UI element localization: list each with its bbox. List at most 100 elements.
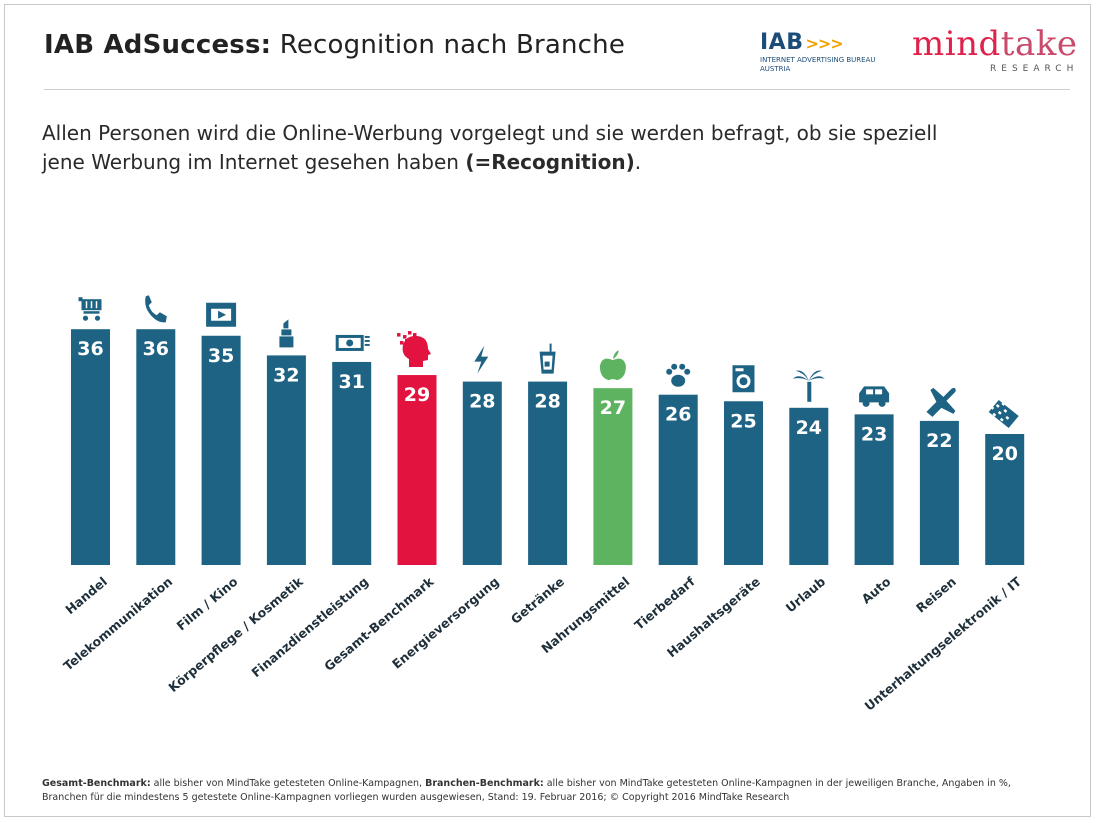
drink-icon-part xyxy=(544,361,550,367)
category-label: Reisen xyxy=(913,574,959,616)
iab-logo-word: IAB xyxy=(760,30,804,55)
paw-icon-part xyxy=(671,363,678,370)
head-icon-part xyxy=(403,335,407,339)
keyboard-icon-part xyxy=(990,405,995,410)
lipstick-icon-part xyxy=(281,329,292,336)
plane-icon-part xyxy=(926,387,956,417)
apple-icon-part xyxy=(599,358,626,381)
bar xyxy=(201,335,241,565)
category-label: Gesamt-Benchmark xyxy=(321,573,437,674)
paw-icon-part xyxy=(679,363,686,370)
head-icon xyxy=(397,331,431,368)
bar xyxy=(136,329,176,565)
head-icon-part xyxy=(413,333,417,337)
bar xyxy=(397,375,437,565)
palm-icon-part xyxy=(808,376,825,381)
bar-value-label: 28 xyxy=(534,391,560,413)
bar xyxy=(985,434,1025,565)
paw-icon-part xyxy=(684,368,691,375)
car-icon-part xyxy=(862,399,870,407)
bar-value-label: 26 xyxy=(665,404,691,426)
bar xyxy=(789,407,829,565)
keyboard-icon-part xyxy=(997,410,1002,415)
bar-value-label: 28 xyxy=(469,391,495,413)
bar-value-label: 32 xyxy=(273,364,299,386)
plane-icon xyxy=(926,387,956,417)
phone-icon xyxy=(145,295,167,323)
iab-logo: IAB >>> INTERNET ADVERTISING BUREAU AUSTR… xyxy=(760,30,900,88)
keyboard-icon-part xyxy=(992,412,997,417)
intro-line-2: jene Werbung im Internet gesehen haben xyxy=(42,150,466,174)
head-icon-part xyxy=(405,339,409,343)
bar-value-label: 24 xyxy=(796,417,822,439)
lipstick-icon-part xyxy=(279,336,294,348)
head-icon-part xyxy=(397,333,401,337)
bar-value-label: 20 xyxy=(991,443,1017,465)
keyboard-icon-part xyxy=(988,400,1019,428)
category-label: Handel xyxy=(62,574,110,617)
footnote-text-1: alle bisher von MindTake getesteten Onli… xyxy=(150,778,426,789)
money-icon xyxy=(335,334,370,351)
palm-icon-part xyxy=(808,370,822,381)
bar xyxy=(724,401,763,565)
intro-line-1: Allen Personen wird die Online-Werbung v… xyxy=(42,121,938,145)
bar xyxy=(593,388,633,565)
bar xyxy=(462,381,502,565)
bar-value-label: 23 xyxy=(861,423,887,445)
footnote-bold-2: Branchen-Benchmark: xyxy=(425,778,544,789)
cart-icon-part xyxy=(94,315,101,321)
palm-icon-part xyxy=(795,370,809,381)
keyboard-icon-part xyxy=(1001,402,1006,406)
bar xyxy=(528,381,568,565)
bar-value-label: 22 xyxy=(926,430,952,452)
paw-icon-part xyxy=(671,374,686,387)
footnote-line-2: Branchen für die mindestens 5 getestete … xyxy=(42,792,790,803)
bar-value-label: 25 xyxy=(730,410,756,432)
lipstick-icon xyxy=(279,319,294,348)
page-title: IAB AdSuccess: Recognition nach Branche xyxy=(44,30,625,60)
drink-icon xyxy=(539,343,556,374)
mindtake-logo-word-b: take xyxy=(1000,24,1078,64)
footnote-text-2: alle bisher von MindTake getesteten Onli… xyxy=(543,778,1011,789)
palm-icon xyxy=(792,370,825,402)
palm-icon-part xyxy=(807,381,812,402)
keyboard-icon-part xyxy=(994,419,999,424)
mindtake-logo-word: mindtake xyxy=(912,24,1077,64)
bar-value-label: 36 xyxy=(77,338,103,360)
category-label: Telekommunikation xyxy=(60,574,175,674)
keyboard-icon-part xyxy=(1005,415,1010,420)
category-label: Energieversorgung xyxy=(389,574,502,672)
footnote-bold-1: Gesamt-Benchmark: xyxy=(42,778,151,789)
iab-logo-arrows: >>> xyxy=(805,34,843,53)
bar-value-label: 35 xyxy=(208,345,234,367)
keyboard-icon xyxy=(988,400,1019,428)
title-rest: Recognition nach Branche xyxy=(279,30,626,60)
car-icon xyxy=(859,386,890,407)
bar xyxy=(266,355,306,565)
mindtake-logo-sub: RESEARCH xyxy=(990,64,1079,74)
iab-logo-sub-1: INTERNET ADVERTISING BUREAU xyxy=(760,56,876,64)
intro-text: Allen Personen wird die Online-Werbung v… xyxy=(42,119,1042,177)
footnote: Gesamt-Benchmark: alle bisher von MindTa… xyxy=(42,777,1072,805)
washing-machine-icon-part xyxy=(739,377,748,386)
washing-machine-icon xyxy=(732,365,755,393)
mindtake-logo: mindtake RESEARCH xyxy=(912,24,1077,84)
phone-icon-part xyxy=(145,295,167,323)
bar xyxy=(919,420,959,565)
bar-value-label: 36 xyxy=(143,338,169,360)
head-icon-part xyxy=(408,331,412,335)
money-icon-part xyxy=(364,335,370,338)
category-label: Film / Kino xyxy=(174,574,241,634)
category-label: Getränke xyxy=(508,574,567,627)
washing-machine-icon-part xyxy=(735,368,744,372)
title-divider xyxy=(44,89,1070,90)
apple-icon xyxy=(599,350,626,381)
cart-icon-part xyxy=(82,315,89,321)
keyboard-icon-part xyxy=(999,417,1004,422)
title-bold: IAB AdSuccess: xyxy=(44,30,272,60)
category-label: Körperpflege / Kosmetik xyxy=(165,573,306,695)
car-icon-part xyxy=(875,389,883,395)
bar xyxy=(332,361,372,565)
category-label: Tierbedarf xyxy=(631,573,698,632)
